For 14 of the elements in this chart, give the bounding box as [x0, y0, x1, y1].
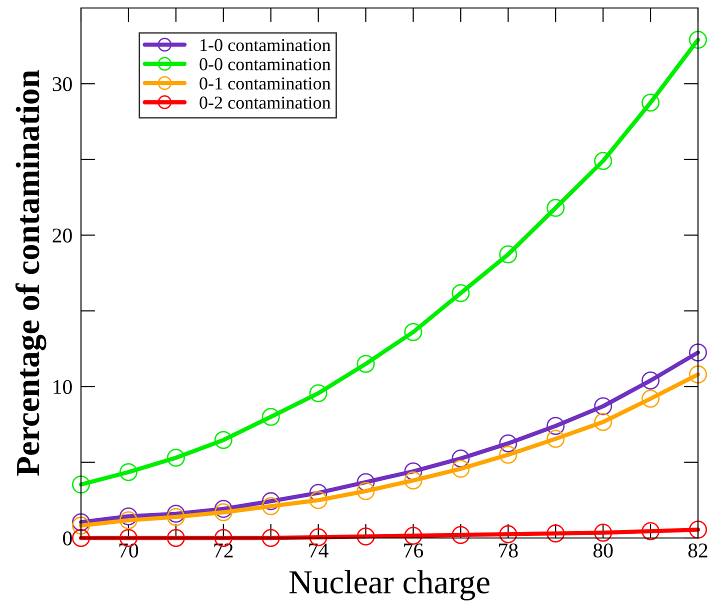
x-tick-label: 78: [499, 543, 518, 558]
legend-label: 1-0 contamination: [200, 38, 331, 52]
legend-label: 0-2 contamination: [200, 96, 331, 109]
y-tick-label: 0: [63, 531, 72, 546]
legend-label: 0-1 contamination: [200, 77, 331, 90]
y-tick-label: 30: [52, 77, 72, 92]
x-tick-label: 80: [593, 543, 613, 558]
x-tick-label: 76: [404, 544, 424, 558]
x-axis-title: Nuclear charge: [289, 570, 490, 600]
y-tick-label: 10: [54, 380, 72, 394]
legend-label: 0-0 contamination: [200, 58, 331, 70]
y-axis-title: Percentage of contamination: [15, 70, 46, 476]
y-tick-label: 20: [52, 228, 72, 243]
x-tick-label: 82: [688, 543, 708, 558]
